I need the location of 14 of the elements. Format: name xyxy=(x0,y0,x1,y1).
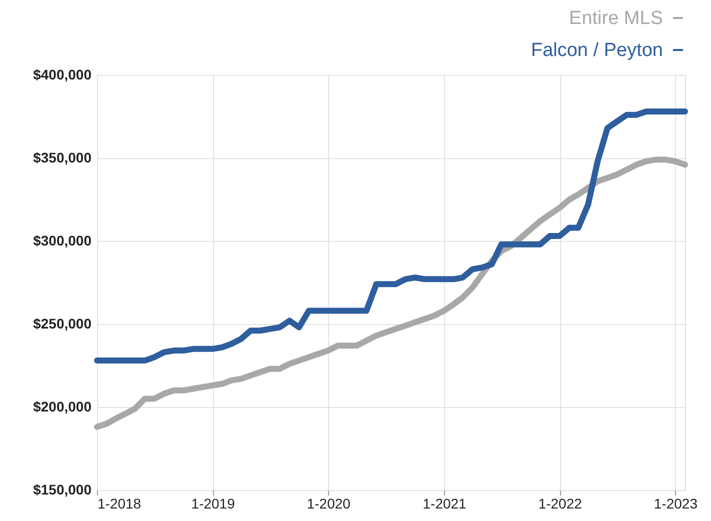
x-tick-label: 1-2021 xyxy=(422,496,467,512)
y-tick-label: $250,000 xyxy=(33,316,92,332)
x-tick-label: 1-2023 xyxy=(654,496,698,512)
y-tick-label: $350,000 xyxy=(33,150,92,166)
legend-label: Entire MLS xyxy=(569,8,663,29)
x-tick-label: 1-2018 xyxy=(98,496,142,512)
y-tick-label: $150,000 xyxy=(33,482,92,498)
x-tick-label: 1-2019 xyxy=(191,496,236,512)
legend-label: Falcon / Peyton xyxy=(530,40,663,61)
y-tick-label: $400,000 xyxy=(33,66,92,82)
x-tick-label: 1-2020 xyxy=(306,496,351,512)
y-tick-label: $300,000 xyxy=(33,232,92,248)
x-tick-label: 1-2022 xyxy=(538,496,582,512)
y-tick-label: $200,000 xyxy=(33,398,92,414)
